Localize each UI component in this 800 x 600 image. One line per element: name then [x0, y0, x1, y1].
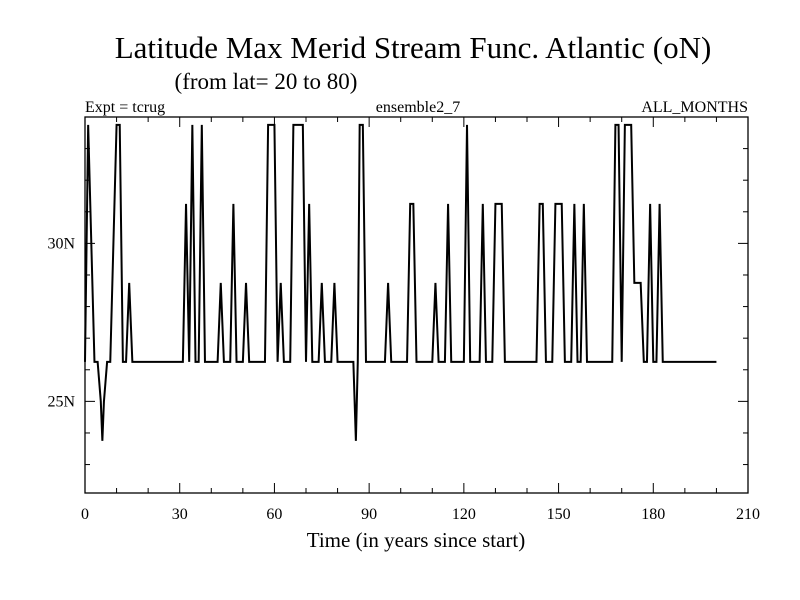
x-tick-label: 60 — [266, 506, 282, 523]
x-axis-label: Time (in years since start) — [307, 528, 526, 552]
x-tick-label: 0 — [81, 506, 89, 523]
x-tick-label: 90 — [361, 506, 377, 523]
y-tick-label: 30N — [47, 235, 75, 252]
x-tick-label: 180 — [641, 506, 665, 523]
x-tick-label: 210 — [736, 506, 760, 523]
months-label: ALL_MONTHS — [641, 99, 748, 116]
x-tick-label: 120 — [452, 506, 476, 523]
chart-subtitle: (from lat= 20 to 80) — [175, 69, 358, 94]
ensemble-label: ensemble2_7 — [376, 99, 460, 116]
series-layer — [84, 123, 717, 441]
chart-title: Latitude Max Merid Stream Func. Atlantic… — [115, 30, 712, 65]
experiment-label: Expt = tcrug — [85, 99, 165, 116]
y-tick-label: 25N — [47, 393, 75, 410]
axes: 0 30 60 90 120 150 180 210 25N 30N — [47, 116, 760, 523]
x-tick-label: 30 — [172, 506, 188, 523]
series-line — [84, 123, 717, 441]
x-tick-label: 150 — [547, 506, 571, 523]
